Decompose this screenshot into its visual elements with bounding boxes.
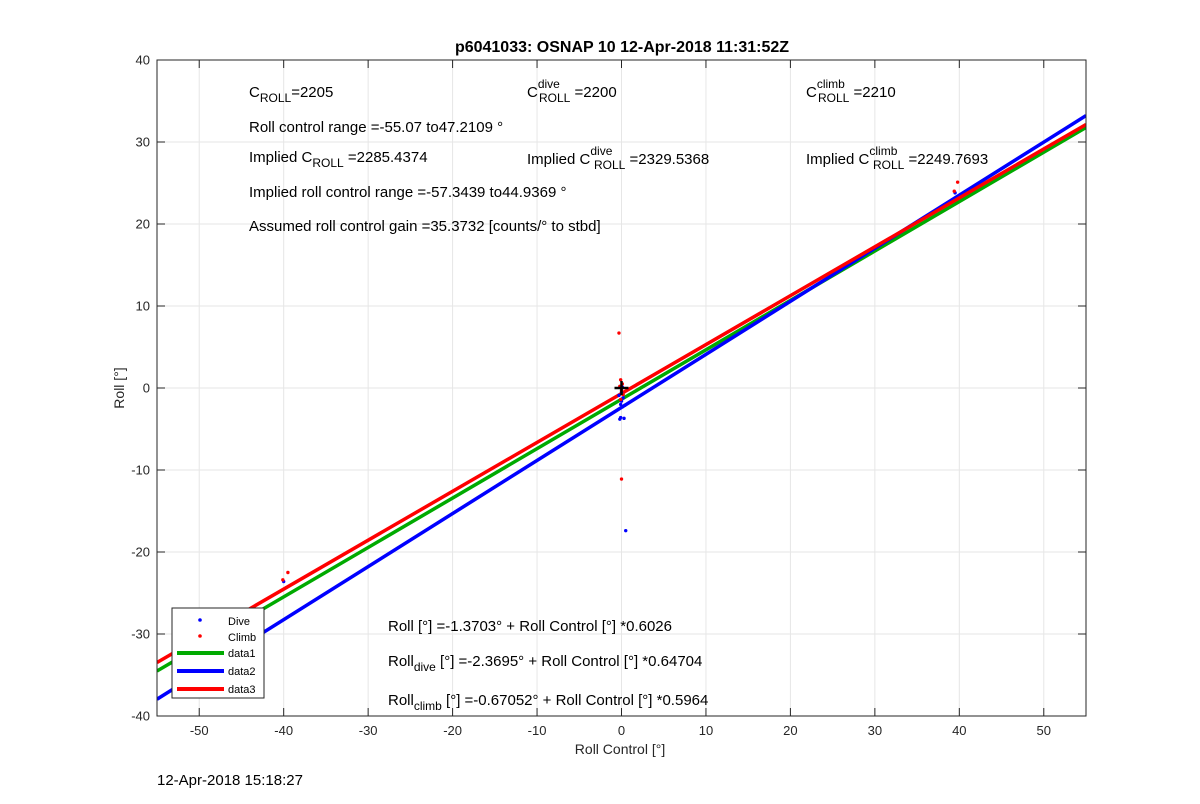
y-tick-label: 30 [136,135,150,150]
x-tick-label: 10 [699,723,713,738]
y-tick-label: -20 [131,545,150,560]
legend-swatch-climb [198,634,202,638]
y-tick-label: 0 [143,381,150,396]
annotation-implied-range: Implied roll control range =-57.3439 to4… [249,184,566,201]
timestamp: 12-Apr-2018 15:18:27 [157,772,303,789]
point-climb [952,189,956,193]
annotation-c-roll: CROLL=2205 [249,84,333,105]
annotation-c-dive: Cdive ROLL =2200 [527,77,617,105]
point-climb [617,331,621,335]
y-tick-label: 40 [136,53,150,68]
point-dive [621,396,625,400]
point-climb [618,397,623,402]
legend-swatch-dive [198,618,202,622]
annotation-implied-c-roll: Implied CROLL =2285.4374 [249,149,428,170]
x-tick-label: -10 [528,723,547,738]
y-tick-label: -40 [131,709,150,724]
x-tick-label: 0 [618,723,625,738]
y-axis-label: Roll [°] [111,367,127,408]
annotation-implied-c-climb: Implied Cclimb ROLL =2249.7693 [806,144,988,172]
origin-marker [614,381,629,395]
legend: Dive Climb data1 data2 data3 [171,607,265,699]
y-tick-label: -10 [131,463,150,478]
x-tick-label: 20 [783,723,797,738]
annotation-roll-range: Roll control range =-55.07 to47.2109 ° [249,119,503,136]
annotation-implied-c-dive: Implied Cdive ROLL =2329.5368 [527,144,709,172]
point-climb [281,578,285,582]
point-dive [622,416,626,421]
legend-label-data3: data3 [228,684,256,696]
point-dive [620,405,625,409]
annotation-c-climb: Cclimb ROLL =2210 [806,77,896,105]
x-axis-label: Roll Control [°] [575,741,665,757]
x-tick-label: -30 [359,723,378,738]
legend-label-data1: data1 [228,648,256,660]
x-tick-label: -50 [190,723,209,738]
x-tick-label: 30 [868,723,882,738]
point-dive [624,528,628,533]
point-dive [617,393,621,398]
point-climb [619,477,624,481]
point-climb [286,570,290,575]
x-tick-label: 40 [952,723,966,738]
point-dive [618,415,623,420]
legend-label-data2: data2 [228,666,256,678]
point-climb [618,378,623,382]
annotation-gain: Assumed roll control gain =35.3732 [coun… [249,218,601,235]
y-tick-label: 20 [136,217,150,232]
scatter-points [281,180,960,584]
x-tick-label: 50 [1037,723,1051,738]
equation-all: Roll [°] =-1.3703° + Roll Control [°] *0… [388,618,672,635]
equation-dive: Rolldive [°] =-2.3695° + Roll Control [°… [388,653,702,674]
point-dive [618,402,623,407]
axis-ticks: -50 -40 -30 -20 -10 0 10 20 30 40 50 -40 -30 -20 -10 0 1… [131,53,1086,738]
point-dive [623,403,627,407]
chart-title: p6041033: OSNAP 10 12-Apr-2018 11:31:52Z [455,39,789,56]
x-tick-label: -40 [274,723,293,738]
equation-climb: Rollclimb [°] =-0.67052° + Roll Control … [388,692,708,713]
y-tick-label: 10 [136,299,150,314]
legend-label-climb: Climb [228,632,256,644]
legend-label-dive: Dive [228,616,250,628]
point-climb [955,180,960,184]
y-tick-label: -30 [131,627,150,642]
x-tick-label: -20 [443,723,462,738]
